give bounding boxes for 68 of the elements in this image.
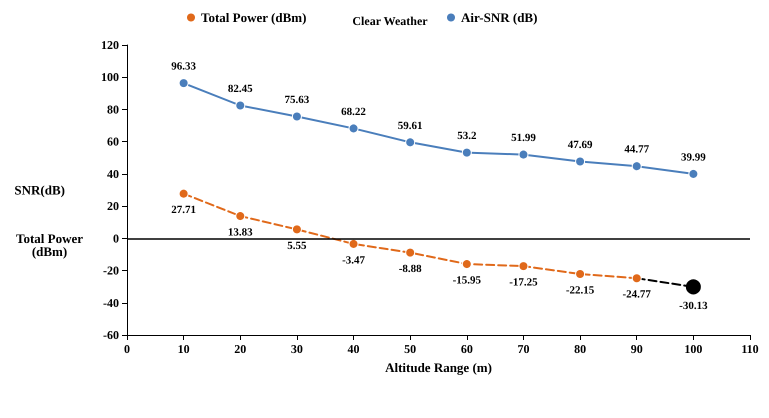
- point: [292, 224, 302, 234]
- x-tick-label: 10: [178, 342, 190, 356]
- x-tick-label: 60: [460, 342, 473, 356]
- point: [348, 123, 359, 134]
- data-label: 5.55: [287, 240, 308, 252]
- point: [462, 259, 472, 270]
- data-label: -30.13: [679, 300, 708, 312]
- data-label: 39.99: [680, 151, 706, 164]
- legend-label: Air-SNR (dB): [461, 10, 538, 25]
- point: [348, 238, 359, 249]
- point: [235, 211, 246, 222]
- x-tick-label: 30: [290, 342, 303, 356]
- data-label: 51.99: [511, 132, 536, 144]
- text: Total Power (dBm): [16, 231, 84, 259]
- x-tick-label: 50: [404, 342, 416, 356]
- y-tick-label: 20: [107, 199, 119, 214]
- data-label: -17.25: [509, 276, 538, 289]
- x-axis-title: Altitude Range (m): [385, 360, 492, 375]
- data-label: 68.22: [341, 106, 366, 118]
- y-tick-label: -60: [103, 328, 119, 342]
- x-tick-label: 90: [630, 342, 643, 356]
- x-tick-label: 70: [517, 342, 530, 356]
- y-axis-title: SNR(dB): [14, 182, 65, 198]
- data-label: 27.71: [171, 204, 196, 216]
- data-label: 44.77: [624, 144, 650, 156]
- point: [405, 248, 416, 258]
- point: [632, 273, 642, 284]
- data-label: 82.45: [228, 82, 254, 95]
- point: [178, 188, 189, 199]
- x-tick-label: 100: [684, 342, 702, 356]
- x-tick-label: 80: [574, 342, 586, 356]
- data-label: 96.33: [171, 60, 197, 73]
- point: [632, 161, 642, 172]
- data-label: 53.2: [457, 130, 477, 142]
- x-tick-label: 110: [741, 342, 759, 356]
- data-label: -15.95: [452, 274, 482, 287]
- y-tick-label: 40: [107, 166, 119, 181]
- point: [235, 100, 246, 110]
- data-label: -24.77: [622, 288, 652, 301]
- data-label: -8.88: [398, 263, 422, 276]
- point: [292, 111, 302, 122]
- data-label: 47.69: [568, 139, 593, 151]
- point: [405, 137, 416, 148]
- y-tick-label: 60: [107, 134, 119, 149]
- y-tick-label: 120: [101, 38, 119, 52]
- data-label: 75.63: [284, 94, 310, 106]
- legend-label: Total Power (dBm): [201, 10, 306, 25]
- point: [575, 156, 586, 166]
- point: [518, 150, 528, 160]
- data-label: -22.15: [566, 284, 595, 297]
- data-label: 13.83: [228, 226, 254, 239]
- y-tick-label: 0: [113, 231, 119, 246]
- data-label: -3.47: [342, 254, 366, 266]
- y-tick-label: 80: [107, 102, 119, 116]
- data-label: 59.61: [398, 120, 423, 132]
- y-tick-label: -20: [103, 264, 119, 278]
- point: [518, 261, 528, 272]
- point: [575, 269, 586, 280]
- point: [462, 148, 472, 158]
- chart-title: Clear Weather: [352, 14, 428, 28]
- point: [688, 168, 698, 179]
- x-tick-label: 20: [234, 342, 246, 356]
- x-tick-label: 40: [348, 342, 360, 356]
- y-tick-label: -40: [103, 296, 119, 310]
- point: [686, 279, 701, 294]
- point: [178, 78, 189, 88]
- x-tick-label: 0: [124, 342, 130, 356]
- y-tick-label: 100: [101, 70, 119, 84]
